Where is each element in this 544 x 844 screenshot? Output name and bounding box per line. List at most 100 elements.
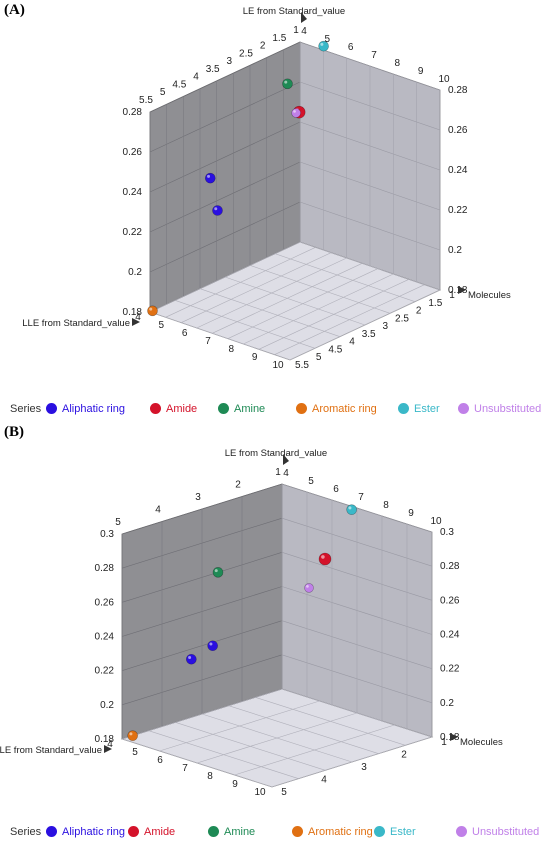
x-tick-label: 2 (401, 750, 407, 761)
data-point-highlight (321, 555, 325, 559)
data-point-unsubstituted (291, 108, 301, 118)
back-tick-label-right: 7 (371, 50, 377, 61)
y-tick-label-right: 0.26 (448, 125, 468, 136)
y-axis-arrow-icon (283, 454, 289, 465)
legend-title-a: Series (10, 403, 42, 415)
y-axis-arrow-icon (301, 12, 307, 23)
y-axis-title: LE from Standard_value (225, 448, 327, 459)
z-axis-arrow-icon (104, 745, 112, 753)
scatter3d-chart-a: 0.18 0.18 0.2 0.2 0.22 0.22 0.24 0.24 0.26 0.26 0.… (22, 6, 511, 371)
x-tick-label: 1 (449, 290, 455, 301)
gridline-left-wall (149, 41, 301, 113)
back-tick-label-left: 4 (193, 72, 199, 83)
back-tick-label-left: 1.5 (272, 33, 286, 44)
legend-label: Amide (166, 403, 198, 415)
legend-dot-icon (218, 403, 229, 414)
x-tick-label: 5.5 (295, 360, 309, 371)
legend-dot-icon (458, 403, 469, 414)
back-tick-label-right: 6 (333, 484, 339, 495)
x-axis-arrow-icon (450, 733, 458, 741)
legend-item-aliphatic-ring[interactable]: Aliphatic ring (46, 826, 125, 838)
legend-dot-icon (46, 403, 57, 414)
gridline-floor (249, 265, 391, 314)
x-tick-label: 3 (383, 321, 389, 332)
data-point-ester (318, 40, 329, 52)
y-tick-label-left: 0.26 (95, 597, 115, 608)
y-tick-label-left: 0.26 (123, 147, 143, 158)
y-tick-label-right: 0.2 (440, 698, 454, 709)
back-tick-label-right: 10 (438, 74, 450, 85)
data-point-highlight (209, 642, 213, 646)
legend-item-amine[interactable]: Amine (208, 826, 255, 838)
y-tick-label-right: 0.26 (440, 595, 460, 606)
data-point-highlight (306, 584, 309, 588)
legend-dot-icon (150, 403, 161, 414)
z-tick-label: 7 (182, 763, 188, 774)
legend-label: Aromatic ring (312, 403, 377, 415)
y-tick-label-left: 0.24 (95, 632, 115, 643)
gridline-floor (274, 284, 425, 355)
z-axis-title: LLE from Standard_value (0, 745, 102, 756)
chart-panel-a: 0.18 0.18 0.2 0.2 0.22 0.22 0.24 0.24 0.26 0.26 0.… (4, 2, 541, 415)
y-tick-label-left: 0.3 (100, 529, 114, 540)
data-point-aromatic-ring (147, 305, 158, 317)
legend-item-amide[interactable]: Amide (150, 403, 197, 415)
z-tick-label: 5 (132, 747, 138, 758)
legend-dot-icon (456, 826, 467, 837)
back-tick-label-right: 4 (301, 26, 307, 37)
legend-label: Ester (390, 826, 416, 838)
y-tick-label-left: 0.18 (95, 734, 115, 745)
data-point-highlight (320, 42, 324, 46)
legend-item-ester[interactable]: Ester (398, 403, 440, 415)
legend-item-amine[interactable]: Amine (218, 403, 265, 415)
back-tick-label-left: 1 (293, 25, 299, 36)
gridline-floor (196, 712, 358, 764)
back-tick-label-left: 3 (227, 56, 233, 67)
data-point-highlight (129, 732, 133, 736)
legend-item-aliphatic-ring[interactable]: Aliphatic ring (46, 403, 125, 415)
x-tick-label: 4 (321, 775, 327, 786)
x-tick-label: 2.5 (395, 313, 409, 324)
legend-item-unsubstituted[interactable]: Unsubstituted (456, 826, 539, 838)
gridline-floor (212, 263, 363, 334)
y-tick-label-right: 0.3 (440, 527, 454, 538)
y-tick-label-right: 0.22 (440, 664, 460, 675)
z-tick-label: 4 (135, 312, 141, 323)
back-tick-label-left: 4.5 (172, 79, 186, 90)
z-tick-label: 9 (232, 779, 238, 790)
legend-label: Amine (224, 826, 256, 838)
legend-item-unsubstituted[interactable]: Unsubstituted (458, 403, 541, 415)
data-point-highlight (293, 110, 296, 113)
legend-item-ester[interactable]: Ester (374, 826, 416, 838)
back-tick-label-left: 3 (195, 492, 201, 503)
data-point-highlight (207, 174, 211, 178)
gridline-floor (180, 252, 332, 323)
back-tick-label-left: 3.5 (206, 64, 220, 75)
back-tick-label-left: 5.5 (139, 95, 153, 106)
gridline-floor (149, 241, 301, 313)
y-tick-label-left: 0.18 (123, 307, 143, 318)
data-point-aromatic-ring (127, 730, 138, 741)
y-tick-label-right: 0.28 (448, 85, 468, 96)
back-tick-label-left: 4 (155, 505, 161, 516)
legend-label: Amine (234, 403, 266, 415)
legend-item-aromatic-ring[interactable]: Aromatic ring (292, 826, 373, 838)
back-tick-label-right: 7 (358, 492, 364, 503)
gridline-left-wall (149, 81, 301, 153)
legend-item-aromatic-ring[interactable]: Aromatic ring (296, 403, 377, 415)
back-tick-label-left: 1 (275, 467, 281, 478)
gridline-left-wall (149, 121, 301, 193)
gridline-floor (199, 288, 341, 337)
back-tick-label-right: 5 (308, 476, 314, 487)
x-tick-label: 3 (361, 762, 367, 773)
legend-dot-icon (398, 403, 409, 414)
gridline-left-wall (149, 161, 301, 233)
legend-label: Ester (414, 403, 440, 415)
legend-dot-icon (46, 826, 57, 837)
y-tick-label-right: 0.24 (440, 630, 460, 641)
y-tick-label-right: 0.28 (440, 561, 460, 572)
back-tick-label-right: 8 (383, 500, 389, 511)
back-tick-label-right: 4 (283, 468, 289, 479)
legend-item-amide[interactable]: Amide (128, 826, 175, 838)
gridline-floor (299, 241, 441, 291)
